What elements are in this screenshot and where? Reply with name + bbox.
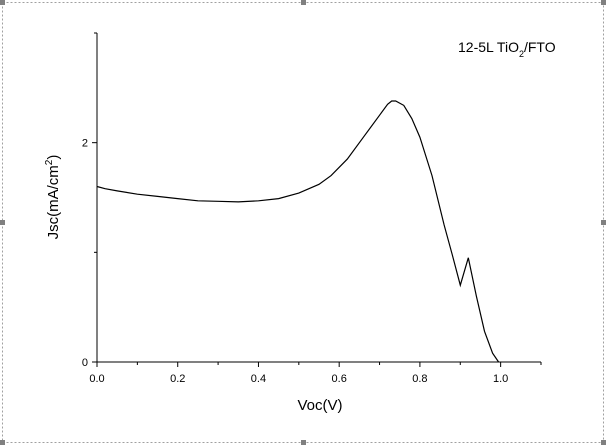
x-tick-label: 0.4	[251, 373, 266, 385]
resize-handle-top-left[interactable]	[0, 0, 5, 5]
y-axis-label-suffix: )	[45, 155, 62, 160]
annotation-suffix: /FTO	[524, 39, 556, 55]
x-tick-label: 1.0	[493, 373, 508, 385]
y-ticks: 02	[82, 32, 97, 369]
y-axis-label: Jsc(mA/cm2)	[44, 155, 62, 240]
series-line	[96, 100, 500, 363]
resize-handle-top-right[interactable]	[601, 0, 606, 5]
resize-handle-bottom-right[interactable]	[601, 440, 606, 445]
resize-handle-middle-right[interactable]	[601, 220, 606, 225]
x-tick-label: 0.0	[89, 373, 104, 385]
y-axis-label-superscript: 2	[44, 159, 55, 165]
resize-handle-bottom-left[interactable]	[0, 440, 5, 445]
x-tick-label: 0.6	[332, 373, 347, 385]
x-tick-label: 0.8	[412, 373, 427, 385]
x-axis-label: Voc(V)	[297, 397, 342, 414]
y-tick-label: 0	[82, 357, 88, 369]
annotation-text: 12-5L TiO	[458, 39, 519, 55]
chart-annotation: 12-5L TiO2/FTO	[458, 39, 556, 59]
resize-handle-middle-left[interactable]	[0, 220, 5, 225]
annotation-subscript: 2	[519, 49, 524, 59]
resize-handle-bottom-center[interactable]	[301, 440, 306, 445]
resize-handle-top-center[interactable]	[301, 0, 306, 5]
x-ticks: 0.0 0.2 0.4 0.6 0.8 1.0	[89, 362, 542, 385]
y-tick-label: 2	[82, 138, 88, 150]
y-axis-label-text: Jsc(mA/cm	[45, 165, 62, 239]
x-tick-label: 0.2	[170, 373, 185, 385]
